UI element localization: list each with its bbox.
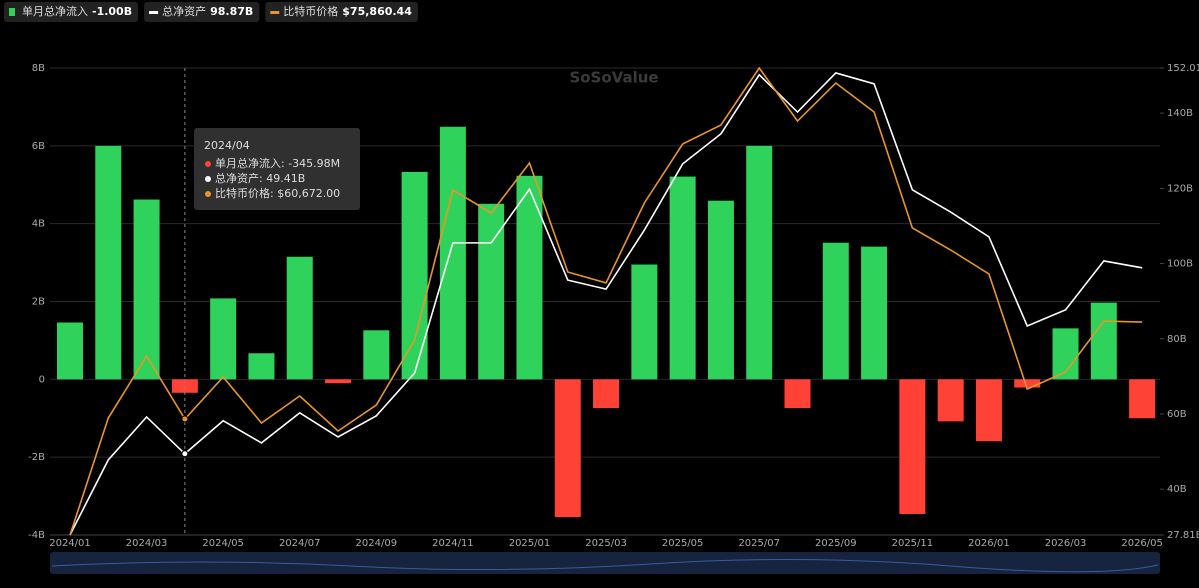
bar xyxy=(133,199,160,380)
y-tick-label: -2B xyxy=(28,452,45,463)
bar xyxy=(631,264,658,380)
y-tick-label: 2B xyxy=(32,297,45,308)
line xyxy=(69,72,1143,536)
tooltip-box xyxy=(194,128,360,210)
line xyxy=(69,66,1143,536)
range-slider[interactable] xyxy=(50,552,1160,574)
tooltip-item: 总净资产: 49.41B xyxy=(215,171,305,185)
y2-tick-label: 140B xyxy=(1167,108,1193,119)
legend-bg xyxy=(144,2,260,22)
bar xyxy=(325,379,352,384)
bar xyxy=(286,256,313,380)
bar xyxy=(478,203,505,380)
bar xyxy=(1014,379,1041,388)
tooltip-dot xyxy=(205,161,211,167)
x-tick-label: 2024/05 xyxy=(202,538,244,549)
x-tick-label: 2024/09 xyxy=(356,538,398,549)
x-tick-label: 2025/09 xyxy=(815,538,857,549)
legend-label: 比特币价格 xyxy=(283,4,338,18)
bar xyxy=(401,171,428,380)
bar xyxy=(746,145,773,380)
bar xyxy=(593,379,620,409)
tooltip-dot xyxy=(205,176,211,182)
bar xyxy=(210,298,237,380)
y2-tick-label: 100B xyxy=(1167,259,1193,270)
bar xyxy=(937,379,964,422)
x-tick-label: 2025/03 xyxy=(585,538,627,549)
x-tick-label: 2026/01 xyxy=(968,538,1010,549)
slider-preview xyxy=(51,558,1159,573)
bar xyxy=(822,242,849,380)
x-tick-label: 2025/05 xyxy=(662,538,704,549)
bar xyxy=(95,145,122,380)
x-tick-label: 2024/07 xyxy=(279,538,321,549)
legend-item[interactable]: 单月总净流入 -1.00B xyxy=(4,2,139,22)
y2-tick-label: 80B xyxy=(1167,334,1187,345)
tooltip-item: 比特币价格: $60,672.00 xyxy=(215,186,340,200)
y2-tick-label: 40B xyxy=(1167,484,1187,495)
x-tick-label: 2024/01 xyxy=(49,538,91,549)
hover-point xyxy=(181,450,189,458)
bar xyxy=(57,322,83,380)
y-tick-label: 0 xyxy=(39,374,45,385)
legend-bg xyxy=(265,2,418,22)
y2-tick-label: 60B xyxy=(1167,409,1187,420)
bar xyxy=(516,175,543,380)
legend-value: 98.87B xyxy=(210,5,253,18)
legend-value: -1.00B xyxy=(92,5,132,18)
bar xyxy=(861,246,888,380)
tooltip-dot xyxy=(205,191,211,197)
bar xyxy=(248,353,275,380)
bar xyxy=(899,379,926,514)
hover-point xyxy=(181,415,189,423)
y-tick-label: 4B xyxy=(32,219,45,230)
legend-swatch xyxy=(9,8,15,16)
legend-label: 单月总净流入 xyxy=(22,4,88,18)
bar xyxy=(975,379,1002,442)
legend-swatch xyxy=(149,11,159,14)
x-tick-label: 2025/07 xyxy=(738,538,780,549)
bar xyxy=(669,176,696,380)
x-tick-label: 2026/05 xyxy=(1121,538,1163,549)
legend-swatch xyxy=(270,11,280,14)
legend-bg xyxy=(4,2,139,22)
x-tick-label: 2026/03 xyxy=(1045,538,1087,549)
x-tick-label: 2025/11 xyxy=(892,538,934,549)
y-tick-label: 6B xyxy=(32,141,45,152)
y2-tick-label: 152.01B xyxy=(1167,63,1199,74)
x-tick-label: 2025/01 xyxy=(509,538,551,549)
legend-item[interactable]: 比特币价格 $75,860.44 xyxy=(265,2,418,22)
y2-tick-label: 120B xyxy=(1167,183,1193,194)
bar xyxy=(1090,302,1117,380)
bar xyxy=(363,330,390,380)
y-tick-label: 8B xyxy=(32,63,45,74)
bar xyxy=(1129,379,1156,419)
legend-item[interactable]: 总净资产 98.87B xyxy=(144,2,260,22)
x-tick-label: 2024/03 xyxy=(126,538,168,549)
tooltip-title: 2024/04 xyxy=(204,139,250,152)
x-tick-label: 2024/11 xyxy=(432,538,474,549)
y2-tick-label: 27.81B xyxy=(1167,530,1199,541)
tooltip-item: 单月总净流入: -345.98M xyxy=(215,156,340,170)
bar xyxy=(707,200,734,380)
watermark: SoSoValue xyxy=(569,69,658,87)
bar xyxy=(554,379,581,518)
legend-label: 总净资产 xyxy=(162,4,206,18)
y-tick-label: -4B xyxy=(28,530,45,541)
legend-value: $75,860.44 xyxy=(342,5,412,18)
bar xyxy=(784,379,811,409)
bar xyxy=(439,126,466,380)
